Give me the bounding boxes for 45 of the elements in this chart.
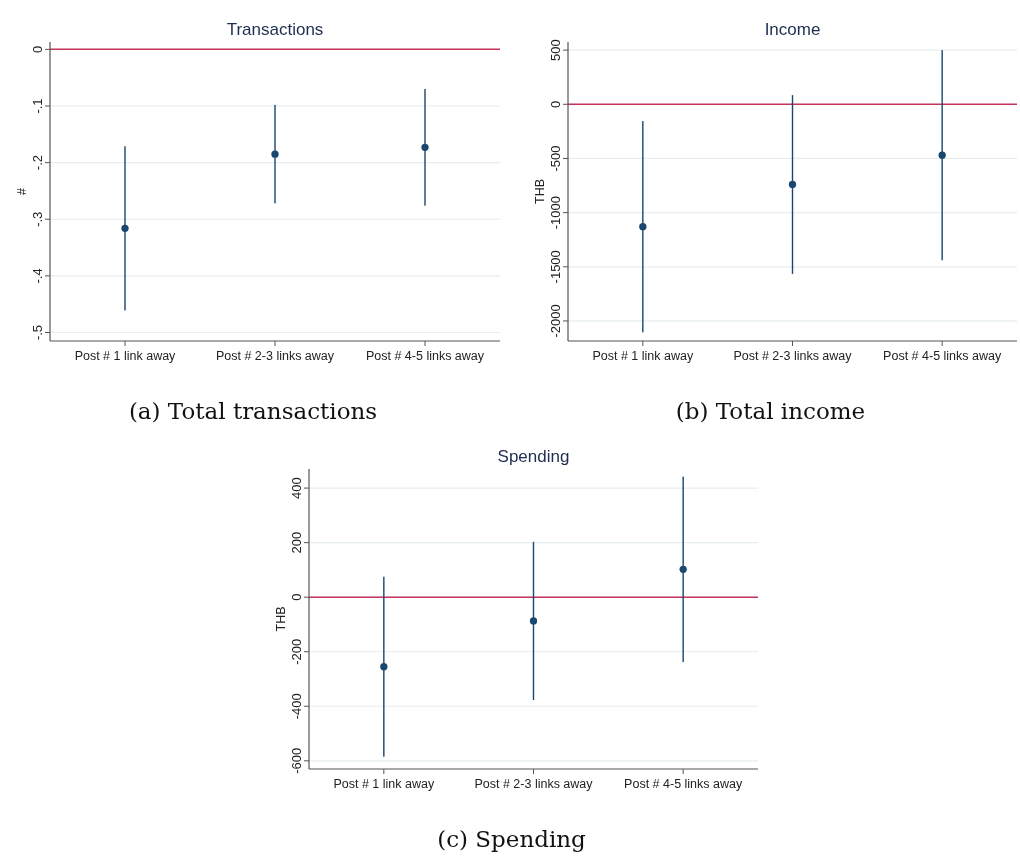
y-tick-label: -600 [289,747,304,774]
text: (b) Total income [675,398,866,424]
y-tick-label: -2000 [548,304,563,338]
point [639,223,647,231]
y-axis-title: THB [533,179,547,204]
y-tick-label: 500 [548,39,563,61]
x-tick-label: Post # 2-3 links away [215,349,335,363]
text: (a) Total transactions [128,398,378,424]
y-tick-label: 200 [289,531,304,554]
x-tick-label: Post # 2-3 links away [474,777,594,791]
x-tick-label: Post # 4-5 links away [624,777,743,791]
point [679,565,687,574]
y-tick-label: -1500 [548,250,563,284]
point [121,224,129,232]
y-axis-title: # [15,187,29,195]
y-tick-label: -.1 [30,98,45,114]
y-tick-label: -.2 [30,155,45,171]
y-tick-label: -.4 [30,268,45,284]
chart-title: Spending [497,447,570,466]
y-tick-label: -.3 [30,211,45,227]
x-tick-label: Post # 4-5 links away [365,349,485,363]
y-tick-label: -500 [548,145,563,172]
point [421,143,429,151]
y-tick-label: -1000 [548,196,563,230]
x-tick-label: Post # 4-5 links away [883,349,1002,363]
y-tick-label: 0 [30,45,45,53]
chart-title: Income [764,20,821,39]
y-tick-label: 400 [289,477,304,499]
y-tick-label: -400 [289,693,304,720]
chart-title: Transactions [226,20,324,39]
point [788,180,797,189]
y-tick-label: 0 [289,593,304,601]
x-tick-label: Post # 2-3 links away [733,349,853,363]
point [938,151,946,159]
text: (c) Spending [437,826,587,852]
x-tick-label: Post # 1 link away [74,349,177,363]
point [529,617,538,625]
y-tick-label: -.5 [30,324,45,341]
y-tick-label: 0 [548,100,563,108]
y-axis-title: THB [274,606,288,632]
point [271,150,279,158]
x-tick-label: Post # 1 link away [592,349,694,363]
y-tick-label: -200 [289,638,304,665]
x-tick-label: Post # 1 link away [333,777,435,791]
point [380,663,388,671]
